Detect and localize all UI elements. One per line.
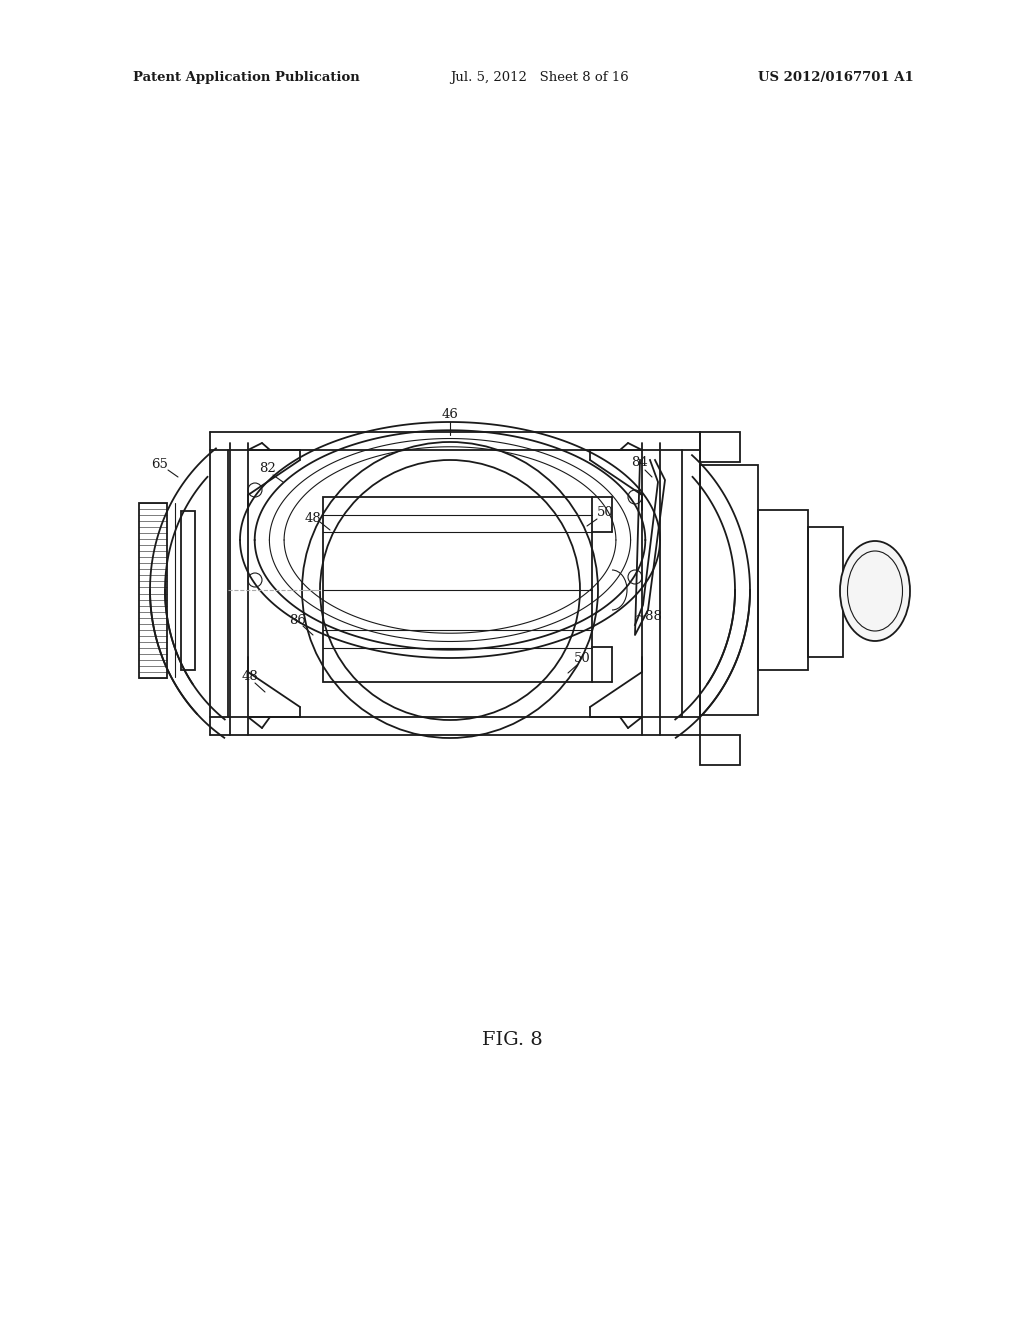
Text: 65: 65 <box>152 458 168 470</box>
Text: US 2012/0167701 A1: US 2012/0167701 A1 <box>758 71 913 84</box>
Bar <box>808 527 843 657</box>
Bar <box>181 511 195 671</box>
Ellipse shape <box>840 541 910 642</box>
Text: 84: 84 <box>632 457 648 470</box>
Text: 48: 48 <box>304 511 322 524</box>
Text: FIG. 8: FIG. 8 <box>481 1031 543 1049</box>
Bar <box>700 465 758 715</box>
Bar <box>700 432 740 462</box>
Text: 48: 48 <box>242 671 258 684</box>
Bar <box>700 735 740 766</box>
Bar <box>139 503 167 678</box>
Bar <box>323 498 592 682</box>
Text: 50: 50 <box>597 507 613 520</box>
Bar <box>758 510 808 671</box>
Text: 50: 50 <box>573 652 591 665</box>
Text: 46: 46 <box>441 408 459 421</box>
Text: Patent Application Publication: Patent Application Publication <box>133 71 359 84</box>
Text: Jul. 5, 2012   Sheet 8 of 16: Jul. 5, 2012 Sheet 8 of 16 <box>451 71 630 84</box>
Text: 82: 82 <box>260 462 276 474</box>
Text: 86: 86 <box>290 614 306 627</box>
Text: ~88: ~88 <box>635 610 663 623</box>
